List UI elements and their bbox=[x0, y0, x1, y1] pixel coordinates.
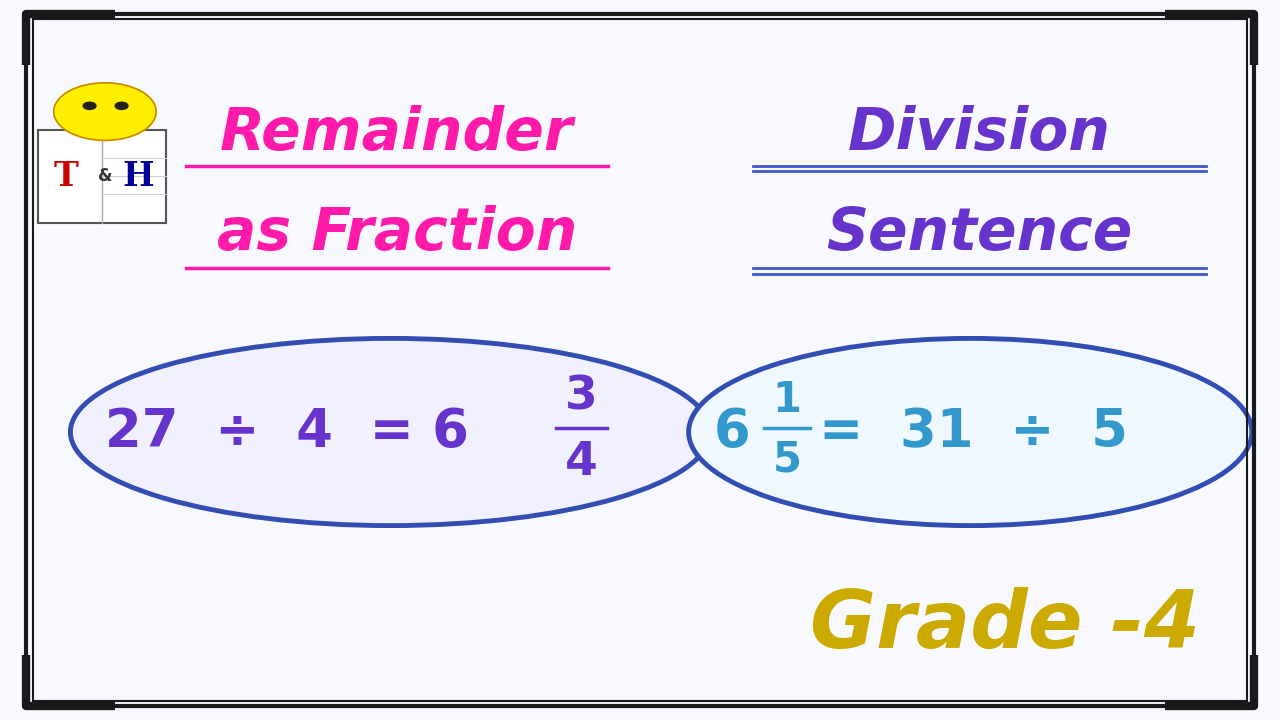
Ellipse shape bbox=[70, 338, 710, 526]
Text: T: T bbox=[54, 160, 79, 193]
Text: =  31  ÷  5: = 31 ÷ 5 bbox=[819, 406, 1128, 458]
Text: H: H bbox=[123, 160, 154, 193]
Text: Division: Division bbox=[847, 104, 1111, 162]
Text: &: & bbox=[97, 167, 113, 185]
Text: 6: 6 bbox=[714, 406, 751, 458]
Text: 1: 1 bbox=[773, 379, 801, 420]
Text: 27  ÷  4  = 6: 27 ÷ 4 = 6 bbox=[105, 406, 468, 458]
Text: as Fraction: as Fraction bbox=[216, 205, 577, 263]
Circle shape bbox=[54, 83, 156, 140]
Bar bbox=[38, 130, 166, 223]
Text: Grade -4: Grade -4 bbox=[810, 588, 1199, 665]
Text: 4: 4 bbox=[564, 440, 598, 485]
Circle shape bbox=[83, 102, 96, 109]
Text: Sentence: Sentence bbox=[826, 205, 1133, 263]
Text: Remainder: Remainder bbox=[220, 104, 573, 162]
Text: 3: 3 bbox=[564, 375, 598, 420]
Circle shape bbox=[115, 102, 128, 109]
Text: 5: 5 bbox=[773, 438, 801, 480]
Ellipse shape bbox=[689, 338, 1252, 526]
